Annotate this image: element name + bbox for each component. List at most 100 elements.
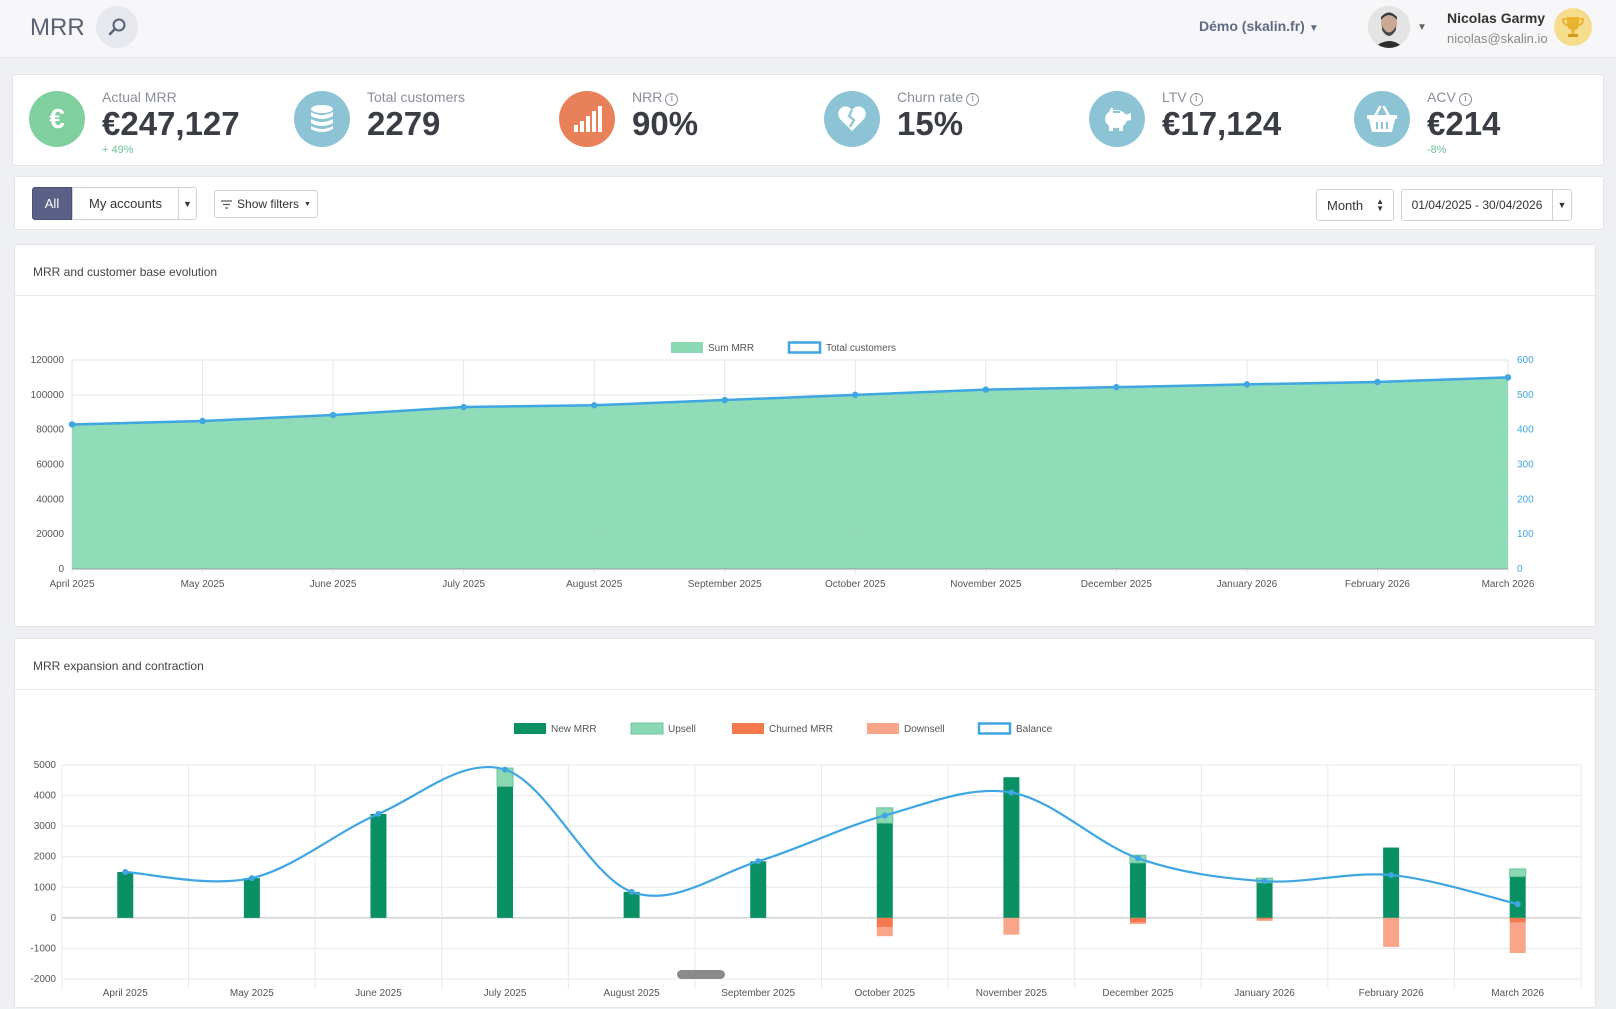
- kpi-bar: € Actual MRR €247,127 + 49% Total custom…: [12, 74, 1604, 166]
- my-accounts-button[interactable]: My accounts: [72, 187, 179, 220]
- workspace-selector[interactable]: Démo (skalin.fr) ▼: [1199, 18, 1319, 34]
- x-tick-label: August 2025: [604, 988, 661, 999]
- new-mrr-bar: [1129, 862, 1146, 918]
- kpi-value: €247,127: [102, 105, 240, 142]
- legend-label: Downsell: [904, 724, 945, 735]
- search-button[interactable]: [96, 6, 138, 48]
- y-tick-label-right: 100: [1517, 529, 1534, 540]
- database-icon: [294, 91, 350, 147]
- legend-label: Upsell: [668, 724, 696, 735]
- upsell-bar: [1509, 868, 1527, 878]
- churned-mrr-bar: [876, 917, 893, 928]
- downsell-bar: [876, 927, 893, 937]
- total-customers-point: [329, 411, 337, 419]
- info-icon[interactable]: i: [665, 93, 679, 106]
- x-tick-label: October 2025: [854, 988, 915, 999]
- balance-point: [1008, 789, 1015, 796]
- info-icon[interactable]: i: [1458, 93, 1472, 106]
- x-tick-label: September 2025: [721, 988, 795, 999]
- svg-text:€: €: [49, 104, 65, 134]
- y-tick-label-right: 500: [1517, 390, 1534, 401]
- new-mrr-bar: [876, 823, 893, 918]
- kpi-label-text: NRR: [632, 89, 663, 105]
- new-mrr-bar: [370, 813, 387, 918]
- balance-point: [1388, 872, 1395, 879]
- total-customers-point: [982, 386, 990, 393]
- legend-swatch-sum-mrr: [671, 342, 703, 353]
- kpi-label-text: ACV: [1427, 89, 1456, 105]
- new-mrr-bar: [1383, 847, 1400, 918]
- y-tick-label-right: 200: [1517, 494, 1534, 505]
- piggy-bank-icon: [1089, 91, 1145, 147]
- kpi-actual-mrr: € Actual MRR €247,127 + 49%: [29, 89, 249, 156]
- new-mrr-bar: [1256, 882, 1273, 918]
- caret-down-icon: ▼: [1557, 200, 1567, 210]
- balance-point: [122, 869, 129, 875]
- y-tick-label-left: 0: [58, 564, 64, 575]
- accounts-dropdown-toggle[interactable]: ▼: [178, 187, 197, 220]
- y-tick-label-left: 100000: [31, 390, 65, 401]
- mrr-expansion-chart: -2000 -1000 0 1000 2000 3000 4000 5000 April 202…: [30, 722, 1582, 999]
- x-tick-label: November 2025: [950, 579, 1022, 590]
- x-tick-label: January 2026: [1234, 988, 1295, 999]
- user-menu-chevron-icon[interactable]: ▼: [1417, 22, 1427, 33]
- x-tick-label: July 2025: [484, 988, 527, 999]
- y-tick-label-right: 600: [1517, 355, 1534, 366]
- mrr-evolution-chart: 0 20000 40000 60000 80000 100000 120000 0 100 200…: [31, 341, 1535, 590]
- all-accounts-button[interactable]: All: [32, 187, 72, 220]
- info-icon[interactable]: i: [1189, 93, 1203, 106]
- date-range-dropdown-toggle[interactable]: ▼: [1552, 189, 1572, 221]
- new-mrr-bar: [497, 786, 514, 918]
- x-tick-label: June 2025: [310, 579, 357, 590]
- info-icon[interactable]: i: [966, 93, 980, 106]
- mrr-expansion-panel: MRR expansion and contraction -2000 -1000…: [14, 638, 1596, 1008]
- x-tick-label: November 2025: [976, 988, 1048, 999]
- new-mrr-bar: [243, 878, 260, 918]
- x-tick-label: February 2026: [1345, 579, 1410, 590]
- period-select[interactable]: Month ▲ ▼: [1316, 189, 1394, 221]
- euro-icon: €: [29, 91, 85, 147]
- vertical-scrollbar[interactable]: [1604, 60, 1616, 998]
- kpi-value: €214: [1427, 105, 1501, 142]
- total-customers-point: [1243, 381, 1251, 388]
- x-tick-label: April 2025: [103, 988, 148, 999]
- balance-line: [125, 765, 1518, 906]
- balance-point: [755, 858, 762, 865]
- legend-label: Total customers: [826, 343, 896, 354]
- balance-point: [1514, 901, 1521, 908]
- kpi-delta: + 49%: [102, 144, 134, 156]
- x-tick-label: March 2026: [1491, 988, 1544, 999]
- show-filters-button[interactable]: Show filters ▼: [214, 190, 318, 218]
- select-arrows-icon: ▲ ▼: [1376, 197, 1384, 213]
- balance-point: [1134, 855, 1141, 862]
- panel-title: MRR and customer base evolution: [33, 265, 218, 279]
- kpi-delta: -8%: [1427, 144, 1447, 156]
- downsell-bar: [1256, 919, 1273, 921]
- downsell-bar: [1129, 922, 1146, 924]
- total-customers-point: [1374, 378, 1381, 386]
- legend-label: Balance: [1016, 724, 1053, 735]
- trophy-button[interactable]: [1554, 8, 1592, 46]
- show-filters-label: Show filters: [237, 197, 300, 211]
- downsell-bar: [1003, 917, 1020, 935]
- y-tick-label-right: 300: [1517, 460, 1534, 471]
- avatar[interactable]: [1368, 6, 1410, 48]
- horizontal-scroll-handle[interactable]: [677, 970, 725, 979]
- kpi-label: NRR i: [632, 89, 679, 106]
- legend-swatch-total-customers: [787, 341, 822, 354]
- legend-swatch-upsell: [630, 722, 664, 735]
- user-name: Nicolas Garmy: [1447, 10, 1546, 26]
- total-customers-point: [590, 402, 598, 409]
- kpi-label-text: LTV: [1162, 89, 1187, 105]
- y-tick-label-left: 20000: [36, 529, 64, 540]
- date-range-picker[interactable]: 01/04/2025 - 30/04/2026: [1401, 189, 1553, 221]
- total-customers-point: [68, 421, 76, 428]
- y-tick-label-right: 0: [1517, 564, 1523, 575]
- total-customers-point: [852, 391, 859, 399]
- x-tick-label: October 2025: [825, 579, 886, 590]
- kpi-label: Churn rate i: [897, 89, 980, 106]
- top-bar: MRR Démo (skalin.fr) ▼ ▼ Nicolas Garmy ni…: [0, 0, 1616, 58]
- y-tick-label-left: 40000: [36, 494, 64, 505]
- kpi-value: €17,124: [1162, 105, 1282, 142]
- churned-mrr-bar: [1256, 917, 1273, 920]
